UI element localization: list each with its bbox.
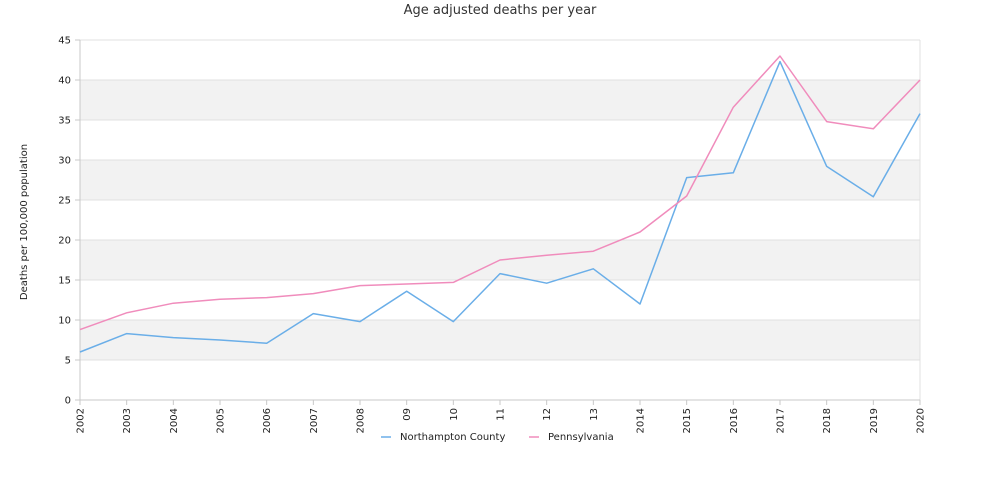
x-tick-label: 2005 (216, 408, 227, 433)
series-lines (79, 55, 921, 353)
series-line-pennsylvania (79, 55, 921, 331)
y-tick-label: 40 (58, 76, 71, 87)
x-tick-label: 2020 (916, 408, 927, 433)
x-tick-label: 2007 (309, 408, 320, 433)
y-axis-title: Deaths per 100,000 population (19, 144, 30, 300)
x-tick-labels: 2002 2003 2004 2005 2006 2007 2008 09 10 11 12 13 20… (76, 400, 927, 433)
chart-title: Age adjusted deaths per year (403, 3, 597, 18)
y-tick-label: 5 (65, 356, 71, 367)
y-tick-label: 25 (58, 196, 71, 207)
x-tick-label: 09 (402, 408, 413, 421)
grid-band (80, 160, 920, 200)
x-tick-label: 12 (542, 408, 553, 421)
x-tick-label: 10 (449, 408, 460, 421)
y-tick-label: 35 (58, 116, 71, 127)
x-tick-label: 2003 (122, 408, 133, 433)
x-tick-label: 2002 (76, 408, 87, 433)
y-tick-label: 0 (65, 396, 71, 407)
x-tick-label: 2017 (776, 408, 787, 433)
grid-bands (80, 80, 920, 360)
x-tick-label: 13 (589, 408, 600, 421)
y-tick-label: 30 (58, 156, 71, 167)
x-tick-label: 2018 (822, 408, 833, 433)
x-tick-label: 2015 (682, 408, 693, 433)
y-tick-label: 45 (58, 36, 71, 47)
x-tick-label: 2016 (729, 408, 740, 433)
x-tick-label: 2014 (636, 408, 647, 433)
y-tick-labels: 0 5 10 15 20 25 30 35 40 45 (58, 36, 80, 407)
series-line-northampton-county (79, 60, 921, 353)
x-tick-label: 2004 (169, 408, 180, 433)
y-tick-label: 10 (58, 316, 71, 327)
x-tick-label: 2019 (869, 408, 880, 433)
y-tick-label: 15 (58, 276, 71, 287)
legend: Northampton County Pennsylvania (381, 432, 614, 443)
x-tick-label: 11 (496, 408, 507, 421)
legend-label: Northampton County (400, 432, 505, 443)
gridlines (80, 39, 920, 401)
y-tick-label: 20 (58, 236, 71, 247)
x-tick-label: 2006 (262, 408, 273, 433)
x-tick-label: 2008 (356, 408, 367, 433)
grid-band (80, 80, 920, 120)
legend-label: Pennsylvania (548, 432, 614, 443)
